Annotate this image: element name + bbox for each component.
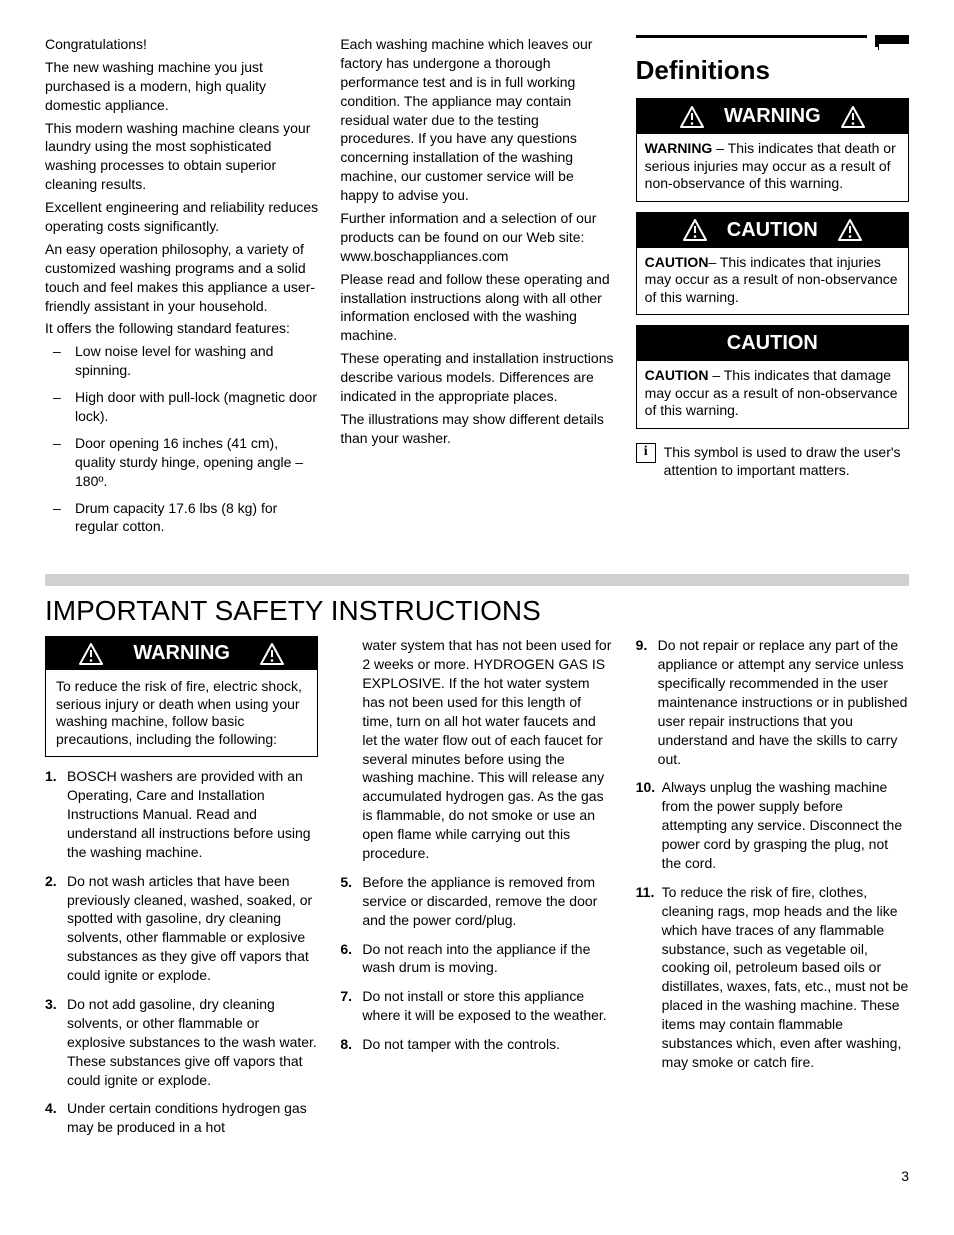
warning-bold: WARNING (645, 140, 713, 156)
body-text: Please read and follow these operating a… (340, 270, 613, 346)
safety-item: 4. Under certain conditions hydrogen gas … (45, 1099, 318, 1137)
warning-triangle-icon (260, 643, 284, 665)
safety-item: 7. Do not install or store this appliance… (340, 987, 613, 1025)
safety-heading: IMPORTANT SAFETY INSTRUCTIONS (45, 592, 909, 630)
congrats-text: Congratulations! (45, 35, 318, 54)
safety-item: 5. Before the appliance is removed from s… (340, 873, 613, 930)
caution-bold: CAUTION (645, 254, 709, 270)
section-divider (45, 574, 909, 586)
item-number: 10. (636, 778, 655, 797)
safety-item-continued: water system that has not been used for … (340, 636, 613, 863)
caution-box-plain: CAUTION CAUTION – This indicates that da… (636, 325, 909, 429)
warning-triangle-icon (79, 643, 103, 665)
item-text: Do not wash articles that have been prev… (67, 873, 312, 983)
column-1: Congratulations! The new washing machine… (45, 35, 318, 544)
item-text: Under certain conditions hydrogen gas ma… (67, 1100, 307, 1135)
item-text: Do not repair or replace any part of the… (658, 637, 908, 766)
safety-item: 6. Do not reach into the appliance if the… (340, 940, 613, 978)
safety-item: 10. Always unplug the washing machine fro… (636, 778, 909, 872)
safety-list: water system that has not been used for … (340, 636, 613, 1054)
caution-header: CAUTION (637, 213, 908, 248)
definitions-rule (636, 35, 909, 47)
intro-text: This modern washing machine cleans your … (45, 119, 318, 195)
item-text: Do not install or store this appliance w… (362, 988, 606, 1023)
features-intro: It offers the following standard feature… (45, 319, 318, 338)
safety-col-2: water system that has not been used for … (340, 636, 613, 1147)
safety-item: 11. To reduce the risk of fire, clothes, … (636, 883, 909, 1072)
caution-label: CAUTION (727, 330, 818, 357)
item-number: 3. (45, 995, 57, 1014)
safety-warning-label: WARNING (133, 640, 230, 667)
item-text: Always unplug the washing machine from t… (662, 779, 902, 871)
column-3-definitions: Definitions WARNING WARNING – This indic… (636, 35, 909, 544)
caution-header-plain: CAUTION (637, 326, 908, 361)
body-text: The illustrations may show different det… (340, 410, 613, 448)
definitions-heading: Definitions (636, 47, 909, 88)
features-list: Low noise level for washing and spinning… (45, 342, 318, 536)
warning-header: WARNING (637, 99, 908, 134)
safety-item: 3. Do not add gasoline, dry cleaning solv… (45, 995, 318, 1089)
warning-triangle-icon (680, 106, 704, 128)
safety-warning-body: To reduce the risk of fire, electric sho… (46, 670, 317, 756)
intro-text: Excellent engineering and reliability re… (45, 198, 318, 236)
safety-list: 1. BOSCH washers are provided with an Ope… (45, 767, 318, 1137)
caution-box: CAUTION CAUTION– This indicates that inj… (636, 212, 909, 316)
item-number: 1. (45, 767, 57, 786)
page-number: 3 (45, 1167, 909, 1186)
body-text: Further information and a selection of o… (340, 209, 613, 266)
info-icon: i (636, 443, 656, 463)
top-section: Congratulations! The new washing machine… (45, 35, 909, 544)
item-text: water system that has not been used for … (362, 637, 611, 861)
intro-text: The new washing machine you just purchas… (45, 58, 318, 115)
item-text: Do not tamper with the controls. (362, 1036, 560, 1052)
item-number: 8. (340, 1035, 352, 1054)
warning-body: WARNING – This indicates that death or s… (637, 134, 908, 201)
item-text: Do not add gasoline, dry cleaning solven… (67, 996, 317, 1088)
safety-col-1: WARNING To reduce the risk of fire, elec… (45, 636, 318, 1147)
body-text: These operating and installation instruc… (340, 349, 613, 406)
safety-item: 1. BOSCH washers are provided with an Ope… (45, 767, 318, 861)
item-number: 2. (45, 872, 57, 891)
feature-item: Door opening 16 inches (41 cm), quality … (45, 434, 318, 491)
feature-item: Low noise level for washing and spinning… (45, 342, 318, 380)
warning-triangle-icon (683, 219, 707, 241)
caution-bold: CAUTION (645, 367, 709, 383)
item-number: 7. (340, 987, 352, 1006)
item-text: Do not reach into the appliance if the w… (362, 941, 590, 976)
safety-item: 8. Do not tamper with the controls. (340, 1035, 613, 1054)
safety-col-3: 9. Do not repair or replace any part of t… (636, 636, 909, 1147)
item-text: Before the appliance is removed from ser… (362, 874, 597, 928)
warning-box: WARNING WARNING – This indicates that de… (636, 98, 909, 202)
safety-warning-box: WARNING To reduce the risk of fire, elec… (45, 636, 318, 757)
safety-item: 9. Do not repair or replace any part of t… (636, 636, 909, 768)
warning-triangle-icon (838, 219, 862, 241)
item-number: 6. (340, 940, 352, 959)
item-number: 9. (636, 636, 648, 655)
column-2: Each washing machine which leaves our fa… (340, 35, 613, 544)
item-text: BOSCH washers are provided with an Opera… (67, 768, 311, 860)
safety-list: 9. Do not repair or replace any part of t… (636, 636, 909, 1072)
feature-item: Drum capacity 17.6 lbs (8 kg) for regula… (45, 499, 318, 537)
caution-body: CAUTION– This indicates that injuries ma… (637, 248, 908, 315)
info-text: This symbol is used to draw the user's a… (664, 443, 909, 481)
item-text: To reduce the risk of fire, clothes, cle… (662, 884, 909, 1070)
caution-body: CAUTION – This indicates that damage may… (637, 361, 908, 428)
info-note: i This symbol is used to draw the user's… (636, 443, 909, 481)
caution-label: CAUTION (727, 217, 818, 244)
warning-label: WARNING (724, 103, 821, 130)
intro-text: An easy operation philosophy, a variety … (45, 240, 318, 316)
item-number: 4. (45, 1099, 57, 1118)
safety-item: 2. Do not wash articles that have been pr… (45, 872, 318, 985)
body-text: Each washing machine which leaves our fa… (340, 35, 613, 205)
item-number: 11. (636, 883, 655, 902)
safety-warning-header: WARNING (46, 637, 317, 670)
item-number: 5. (340, 873, 352, 892)
feature-item: High door with pull-lock (magnetic door … (45, 388, 318, 426)
warning-triangle-icon (841, 106, 865, 128)
safety-section: WARNING To reduce the risk of fire, elec… (45, 636, 909, 1147)
